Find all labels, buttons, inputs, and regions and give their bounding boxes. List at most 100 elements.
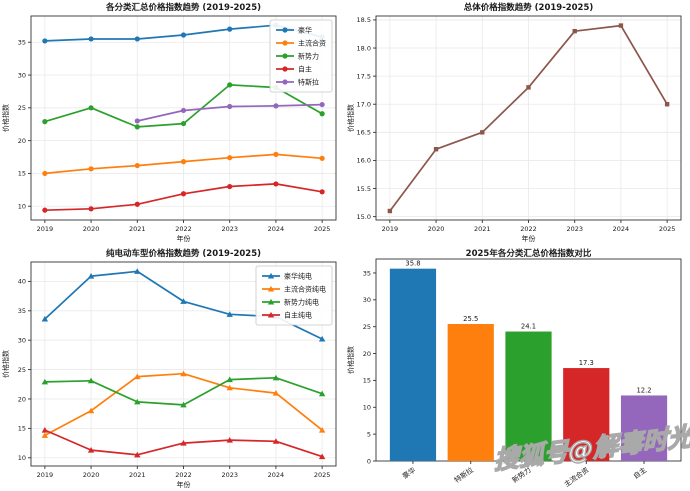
- x-tick-label: 2025: [659, 225, 676, 233]
- x-axis: 2019 2020 2021 2022 2023 2024 2025: [382, 220, 676, 233]
- marker-circle: [227, 26, 233, 32]
- marker-circle: [134, 201, 140, 207]
- marker-triangle: [180, 401, 187, 408]
- marker-triangle: [180, 370, 187, 377]
- marker-square: [526, 85, 531, 90]
- marker-circle: [88, 166, 94, 172]
- y-tick-label: 30: [363, 296, 371, 304]
- y-tick-label: 16.5: [357, 129, 371, 137]
- marker-circle: [282, 27, 288, 33]
- x-tick-label: 2021: [474, 225, 491, 233]
- bar-value-label: 17.3: [579, 359, 594, 367]
- marker-triangle: [226, 384, 233, 391]
- y-tick-label: 15: [18, 170, 26, 178]
- y-tick-label: 20: [363, 350, 371, 358]
- x-tick-label: 自主: [632, 465, 649, 480]
- marker-circle: [88, 206, 94, 212]
- marker-triangle: [87, 407, 95, 414]
- legend-entry-新势力纯电: 新势力纯电: [262, 297, 319, 306]
- x-axis: 2019 2020 2021 2022 2023 2024 2025: [37, 466, 331, 479]
- marker-triangle: [272, 390, 280, 396]
- x-tick-label: 2021: [129, 471, 146, 479]
- chart-overall-index-trend: 15.0 15.5 16.0 16.5 17.0 17.5 18.0 18.5 总体价格指数趋势…: [345, 0, 690, 245]
- marker-circle: [227, 155, 233, 161]
- bar-value-label: 12.2: [636, 386, 651, 394]
- y-axis-label: 价格指数: [346, 104, 355, 132]
- y-tick-label: 0: [367, 457, 371, 465]
- chart-title: 2025年各分类汇总价格指数对比: [466, 248, 592, 259]
- x-axis-label: 年份: [177, 480, 191, 489]
- y-axis: 15.0 15.5 16.0 16.5 17.0 17.5 18.0 18.5: [357, 16, 376, 221]
- marker-circle: [42, 38, 48, 44]
- marker-triangle: [41, 315, 49, 322]
- legend-label: 自主: [298, 64, 312, 73]
- x-tick-label: 2025: [314, 471, 331, 479]
- marker-triangle: [134, 268, 141, 274]
- marker-triangle: [41, 378, 49, 385]
- y-tick-label: 17.0: [357, 101, 371, 109]
- legend-entry-主流合资: 主流合资: [276, 38, 326, 47]
- y-tick-label: 17.5: [357, 72, 371, 80]
- x-tick-label: 2023: [221, 225, 238, 233]
- series-新势力纯电: [41, 374, 326, 408]
- marker-circle: [180, 191, 187, 197]
- x-tick-label: 2022: [175, 225, 192, 233]
- x-tick-label: 2024: [268, 471, 285, 479]
- legend-entry-新势力: 新势力: [276, 51, 319, 60]
- marker-circle: [180, 32, 187, 38]
- y-tick-label: 30: [18, 336, 26, 344]
- marker-square: [572, 28, 577, 34]
- x-tick-label: 2021: [129, 225, 146, 233]
- series-特斯拉: [134, 101, 325, 124]
- legend-label: 新势力纯电: [284, 297, 319, 306]
- y-tick-label: 18.0: [357, 44, 371, 52]
- chart-title: 总体价格指数趋势 (2019-2025): [464, 2, 594, 13]
- chart-category-index-trend: 10 15 20 25 30 35 各分类汇总价格指数趋势 (2019-2025) 价格指数 2…: [0, 0, 345, 245]
- marker-circle: [180, 107, 187, 114]
- legend-label: 豪华: [298, 25, 312, 34]
- marker-circle: [42, 207, 48, 213]
- marker-circle: [88, 105, 94, 111]
- marker-circle: [282, 66, 288, 72]
- x-tick-label: 2020: [83, 225, 100, 233]
- marker-triangle: [267, 311, 275, 318]
- y-axis-label: 价格指数: [1, 350, 10, 378]
- marker-circle: [319, 111, 325, 117]
- marker-square: [433, 146, 439, 152]
- legend-label: 自主纯电: [284, 310, 312, 319]
- legend-entry-豪华纯电: 豪华纯电: [262, 271, 312, 280]
- marker-circle: [134, 118, 140, 124]
- marker-triangle: [267, 272, 275, 279]
- chart-title: 各分类汇总价格指数趋势 (2019-2025): [105, 2, 261, 13]
- bar-特斯拉: [447, 324, 494, 461]
- y-tick-label: 25: [18, 366, 26, 374]
- y-axis: 10 15 20 25 30 35: [18, 39, 31, 211]
- x-axis-label: 年份: [522, 234, 536, 243]
- marker-circle: [273, 103, 279, 109]
- y-tick-label: 35: [363, 269, 371, 277]
- marker-square: [618, 23, 624, 28]
- x-axis: 2019 2020 2021 2022 2023 2024 2025: [37, 220, 330, 233]
- marker-circle: [227, 82, 233, 88]
- y-tick-label: 35: [18, 307, 26, 315]
- y-tick-label: 18.5: [357, 16, 371, 24]
- marker-triangle: [87, 273, 95, 279]
- marker-circle: [319, 155, 325, 161]
- marker-triangle: [272, 374, 280, 381]
- marker-circle: [42, 170, 48, 177]
- marker-triangle: [134, 451, 141, 458]
- marker-triangle: [180, 298, 187, 304]
- chart-title: 纯电动车型价格指数趋势 (2019-2025): [106, 248, 261, 259]
- marker-triangle: [267, 298, 275, 305]
- y-tick-label: 15: [18, 425, 26, 433]
- series-自主: [42, 181, 325, 213]
- x-tick-label: 2019: [37, 471, 54, 479]
- legend-entry-主流合资纯电: 主流合资纯电: [262, 284, 326, 293]
- x-tick-label: 2024: [268, 225, 285, 233]
- x-tick-label: 特斯拉: [453, 465, 475, 484]
- bars: 35.8 25.5 24.1 17.3 12.2: [389, 260, 668, 461]
- marker-circle: [227, 103, 233, 110]
- marker-triangle: [134, 373, 141, 380]
